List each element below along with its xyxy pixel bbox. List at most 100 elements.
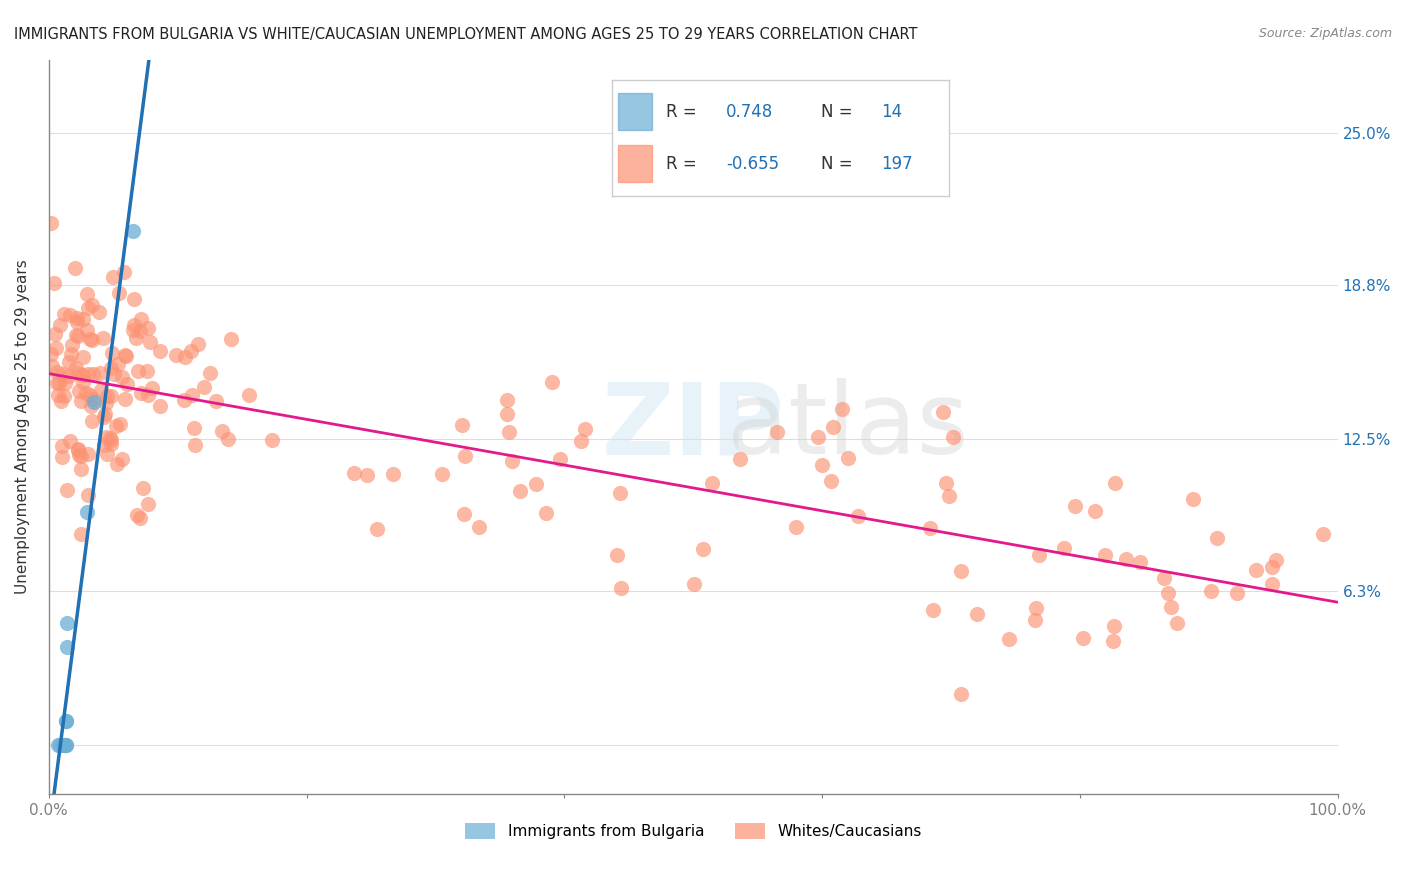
Point [103, 367, 125, 381]
Point [53, 738, 76, 752]
Point [53, 738, 76, 752]
Point [94, 395, 117, 409]
Point [1101, 633, 1123, 648]
Point [49, 738, 72, 752]
Point [45, 341, 67, 355]
Point [606, 548, 628, 562]
Point [453, 449, 475, 463]
Point [998, 632, 1021, 646]
Point [46, 388, 69, 402]
Point [574, 421, 596, 435]
Point [1053, 541, 1076, 556]
Point [1157, 585, 1180, 599]
Point [149, 344, 172, 359]
Point [44, 326, 66, 341]
Point [692, 541, 714, 556]
Point [1265, 552, 1288, 566]
Point [98, 432, 121, 446]
Point [1028, 548, 1050, 562]
Point [124, 318, 146, 332]
Point [129, 312, 152, 326]
Point [53, 738, 76, 752]
Point [76, 506, 98, 520]
Point [950, 687, 973, 701]
Point [509, 484, 531, 499]
Point [45, 364, 67, 378]
Point [82, 392, 104, 406]
Point [79, 388, 101, 402]
Point [683, 576, 706, 591]
Point [100, 433, 122, 447]
Text: ZIP: ZIP [602, 378, 785, 475]
Point [831, 402, 853, 417]
Point [77, 301, 100, 316]
Y-axis label: Unemployment Among Ages 25 to 29 years: Unemployment Among Ages 25 to 29 years [15, 260, 30, 594]
Point [65, 327, 87, 342]
Point [51, 439, 73, 453]
Point [100, 389, 122, 403]
Point [193, 380, 215, 394]
Point [238, 388, 260, 402]
Point [138, 497, 160, 511]
Point [468, 520, 491, 534]
Point [366, 522, 388, 536]
Point [121, 224, 143, 238]
Point [89, 367, 111, 381]
Point [524, 477, 547, 491]
Point [77, 368, 100, 382]
Point [569, 434, 592, 448]
Point [1129, 555, 1152, 569]
Point [70, 526, 93, 541]
Point [453, 507, 475, 521]
Point [82, 367, 104, 381]
Point [127, 508, 149, 523]
Point [46, 376, 69, 390]
Point [48, 376, 70, 391]
Point [949, 565, 972, 579]
Point [58, 355, 80, 369]
Point [1246, 563, 1268, 577]
Point [52, 367, 75, 381]
Point [101, 270, 124, 285]
Point [51, 450, 73, 464]
Point [820, 474, 842, 488]
Point [48, 318, 70, 332]
Point [100, 346, 122, 360]
Point [766, 425, 789, 440]
Point [96, 447, 118, 461]
Point [67, 442, 90, 456]
Point [75, 386, 97, 401]
Point [205, 394, 228, 409]
Point [1166, 615, 1188, 630]
Point [1205, 531, 1227, 545]
Point [41, 346, 63, 360]
Point [609, 486, 631, 500]
Legend: Immigrants from Bulgaria, Whites/Caucasians: Immigrants from Bulgaria, Whites/Caucasi… [458, 817, 928, 845]
Point [139, 334, 162, 349]
Point [114, 392, 136, 406]
Point [501, 454, 523, 468]
Point [1115, 552, 1137, 566]
Point [72, 350, 94, 364]
Point [124, 331, 146, 345]
Point [66, 315, 89, 329]
Text: 14: 14 [882, 103, 903, 120]
Point [136, 363, 159, 377]
Point [136, 321, 159, 335]
Point [60, 338, 83, 352]
Point [72, 311, 94, 326]
Point [52, 389, 75, 403]
Point [80, 333, 103, 347]
Point [610, 582, 633, 596]
Point [76, 488, 98, 502]
Point [80, 298, 103, 312]
Point [53, 307, 76, 321]
Point [128, 324, 150, 338]
Point [1225, 586, 1247, 600]
Point [132, 481, 155, 495]
Point [837, 450, 859, 465]
Point [498, 425, 520, 439]
Point [343, 467, 366, 481]
Point [122, 292, 145, 306]
Point [121, 323, 143, 337]
